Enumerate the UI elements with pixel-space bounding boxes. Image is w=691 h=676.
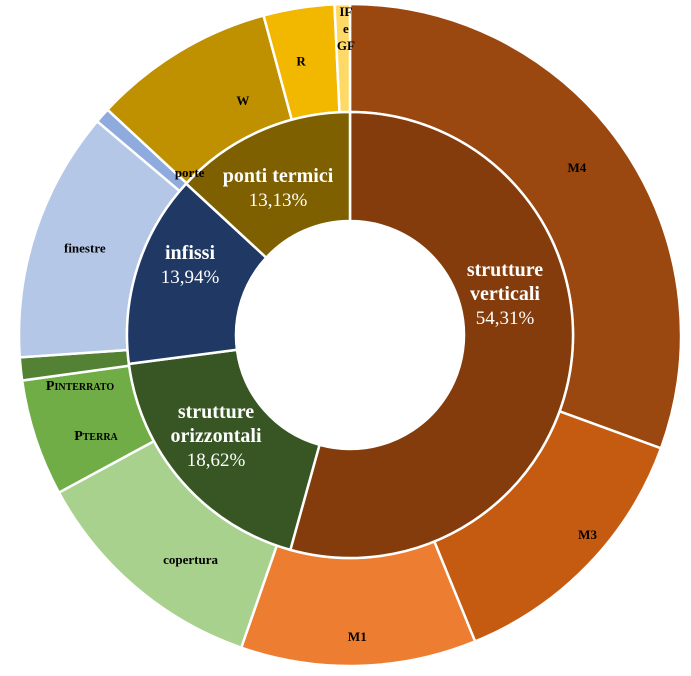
inner-value-strutture-verticali: 54,31% — [476, 308, 535, 329]
inner-slice-ponti-termici — [184, 110, 352, 260]
outer-label-finestre: finestre — [64, 241, 106, 256]
outer-label-pterra: PTERRA — [74, 429, 118, 444]
outer-label-r: R — [296, 53, 306, 68]
outer-label-m1: M1 — [348, 629, 367, 644]
outer-label-copertura: copertura — [163, 552, 218, 567]
inner-label-strutture-verticali: strutture verticali 54,31% — [467, 259, 543, 329]
outer-label-m4: M4 — [568, 160, 587, 175]
outer-ring — [17, 2, 683, 668]
outer-slice-m1 — [239, 539, 477, 668]
outer-label-pinterrato: PINTERRATO — [46, 379, 114, 394]
inner-slice-strutture-verticali — [288, 110, 575, 560]
inner-value-ponti-termici: 13,13% — [249, 190, 308, 211]
outer-label-w: W — [236, 93, 249, 108]
inner-label-strutture-orizzontali: strutture orizzontali 18,62% — [170, 401, 262, 471]
inner-labels: strutture verticali 54,31% strutture orizzon… — [161, 165, 544, 471]
inner-ring — [125, 110, 575, 560]
outer-label-m3: M3 — [578, 527, 597, 542]
outer-labels: M4 M3 M1 copertura PTERRA PINTERRATO finestre p… — [46, 4, 598, 644]
outer-label-porte: porte — [175, 165, 205, 180]
inner-label-ponti-termici: ponti termici 13,13% — [223, 165, 334, 211]
inner-value-infissi: 13,94% — [161, 267, 220, 288]
inner-slice-strutture-orizzontali — [127, 348, 322, 552]
inner-value-strutture-orizzontali: 18,62% — [187, 450, 246, 471]
outer-label-if-e-gf: IF e GF — [337, 4, 355, 53]
inner-label-infissi: infissi 13,94% — [161, 242, 220, 288]
